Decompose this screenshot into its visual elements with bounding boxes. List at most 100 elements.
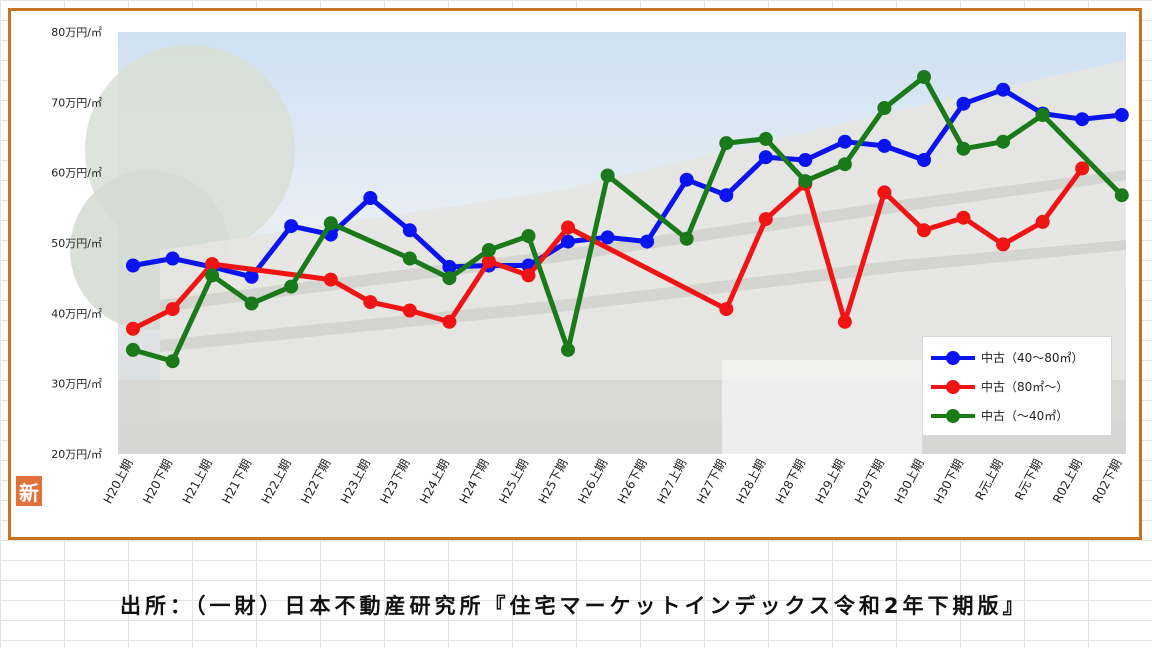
x-tick-label: H25上期 — [496, 457, 531, 506]
series-1-point — [561, 234, 575, 249]
y-tick-label: 20万円/㎡ — [51, 448, 102, 461]
series-3-point — [284, 279, 299, 294]
series-3-point — [323, 216, 338, 231]
legend-label-series-3: 中古（～40㎡） — [981, 409, 1069, 423]
series-2 — [126, 161, 1090, 336]
series-2-point — [719, 302, 734, 317]
series-3-point — [679, 231, 694, 246]
x-axis: H20上期 H20下期 H21上期 H21下期 H22上期 H22下期 H23上期 H23下期… — [101, 457, 1125, 506]
series-3-point — [1114, 188, 1129, 203]
series-1-point — [363, 191, 378, 205]
x-tick-label: H24下期 — [457, 457, 492, 506]
x-tick-label: H23下期 — [377, 457, 412, 506]
series-2-point — [323, 272, 338, 287]
x-tick-label: H26上期 — [575, 457, 610, 506]
series-2-point — [996, 237, 1011, 252]
legend-item-series-3: 中古（～40㎡） — [931, 401, 1103, 430]
y-axis: 20万円/㎡ 30万円/㎡ 40万円/㎡ 50万円/㎡ 60万円/㎡ 70万円/㎡ 80万円… — [51, 26, 102, 461]
series-2-point — [126, 321, 140, 336]
series-3-point — [1035, 108, 1050, 122]
series-2-point — [561, 220, 575, 235]
series-1-point — [798, 153, 813, 167]
series-2-point — [205, 257, 220, 272]
series-3-point — [917, 70, 931, 84]
series-2-point — [402, 303, 417, 318]
legend-swatch-series-2 — [931, 377, 975, 397]
series-1-point — [996, 82, 1011, 97]
series-1-point — [1114, 108, 1129, 122]
series-1-point — [126, 258, 140, 273]
x-tick-label: H28下期 — [773, 457, 808, 506]
x-tick-label: H29上期 — [813, 457, 848, 506]
series-1-point — [284, 219, 299, 234]
plot-area — [126, 70, 1129, 369]
series-3-point — [798, 174, 813, 189]
series-1-point — [244, 269, 259, 284]
series-1-point — [877, 138, 892, 153]
x-tick-label: R02下期 — [1090, 457, 1125, 506]
legend-marker-series-1 — [946, 350, 960, 365]
series-1-point — [165, 251, 180, 266]
x-tick-label: H20下期 — [140, 457, 175, 506]
series-3-point — [758, 131, 773, 146]
series-3-point — [244, 296, 259, 311]
series-1-point — [679, 172, 694, 187]
series-3-point — [481, 243, 496, 257]
y-tick-label: 30万円/㎡ — [51, 378, 102, 391]
series-2-point — [363, 295, 378, 310]
series-3-point — [956, 141, 971, 156]
series-3-point — [600, 168, 615, 183]
x-tick-label: H21下期 — [219, 457, 254, 506]
y-tick-label: 80万円/㎡ — [51, 26, 102, 39]
x-tick-label: H24上期 — [417, 457, 452, 506]
series-1-point — [837, 134, 852, 149]
legend-marker-series-2 — [946, 379, 960, 394]
x-tick-label: R元下期 — [1012, 457, 1045, 503]
y-tick-label: 40万円/㎡ — [51, 307, 102, 320]
series-2-point — [1035, 214, 1050, 229]
legend-swatch-series-3 — [931, 406, 975, 426]
legend-item-series-1: 中古（40～80㎡） — [931, 343, 1103, 372]
x-tick-label: H30下期 — [931, 457, 966, 506]
y-tick-label: 50万円/㎡ — [51, 237, 102, 250]
series-1-point — [1075, 112, 1090, 127]
series-3-point — [205, 268, 220, 283]
x-tick-label: H22下期 — [298, 457, 333, 506]
series-3-point — [442, 271, 457, 286]
x-tick-label: R02上期 — [1050, 457, 1085, 506]
source-caption: 出所：（一財）日本不動産研究所『住宅マーケットインデックス令和2年下期版』 — [120, 594, 1028, 618]
series-3-point — [165, 354, 180, 369]
series-3-point — [402, 251, 417, 266]
x-tick-label: H29下期 — [852, 457, 887, 506]
x-tick-label: R元上期 — [973, 457, 1006, 503]
series-3-point — [877, 101, 892, 115]
legend-marker-series-3 — [946, 408, 960, 423]
series-2-point — [877, 185, 892, 200]
series-1-point — [442, 259, 457, 274]
series-3-point — [126, 342, 140, 357]
series-1-point — [956, 96, 971, 111]
series-1-point — [758, 150, 773, 165]
y-tick-label: 60万円/㎡ — [51, 167, 102, 180]
x-tick-label: H20上期 — [101, 457, 136, 506]
series-2-point — [837, 314, 852, 329]
series-1-point — [640, 234, 655, 249]
series-2-point — [1075, 161, 1090, 176]
x-tick-label: H27上期 — [654, 457, 689, 506]
legend-item-series-2: 中古（80㎡～） — [931, 372, 1103, 401]
series-1-point — [917, 153, 931, 167]
legend-label-series-2: 中古（80㎡～） — [981, 380, 1069, 394]
series-1-point — [719, 188, 734, 203]
y-tick-label: 70万円/㎡ — [51, 96, 102, 109]
series-2-point — [917, 223, 931, 238]
legend-label-series-1: 中古（40～80㎡） — [981, 351, 1084, 365]
series-3-point — [837, 157, 852, 172]
series-3-point — [996, 134, 1011, 149]
series-2-point — [442, 314, 457, 329]
series-3-point — [561, 342, 575, 357]
x-tick-label: H23上期 — [338, 457, 373, 506]
x-tick-label: H21上期 — [180, 457, 215, 506]
series-1-point — [600, 230, 615, 245]
x-tick-label: H26下期 — [615, 457, 650, 506]
